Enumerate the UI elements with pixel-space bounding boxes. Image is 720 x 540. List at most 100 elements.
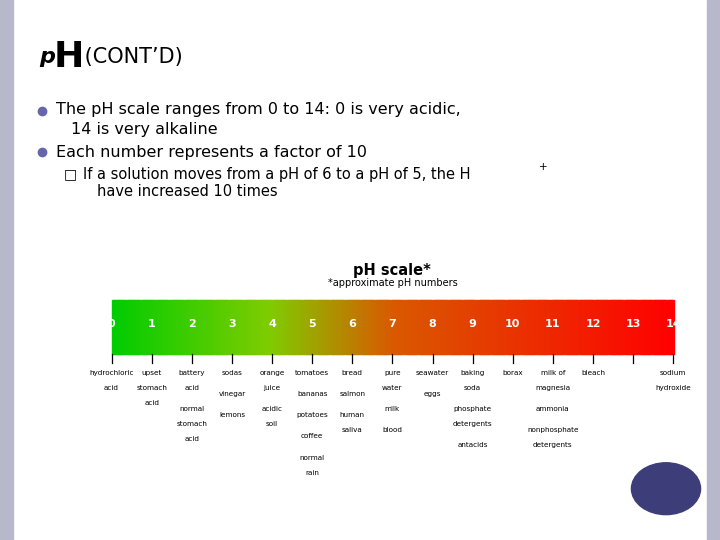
Bar xyxy=(523,300,526,354)
Bar xyxy=(662,300,665,354)
Bar xyxy=(460,300,462,354)
Text: hydroxide: hydroxide xyxy=(655,385,691,391)
Bar xyxy=(536,300,539,354)
Bar xyxy=(707,0,720,540)
Bar xyxy=(639,300,642,354)
Bar xyxy=(408,300,410,354)
Bar xyxy=(617,300,620,354)
Bar xyxy=(359,300,361,354)
Bar xyxy=(278,300,281,354)
Bar xyxy=(643,300,646,354)
Bar xyxy=(153,300,156,354)
Bar xyxy=(252,300,255,354)
Bar xyxy=(329,300,331,354)
Text: lemons: lemons xyxy=(219,412,245,418)
Bar xyxy=(196,300,199,354)
Bar xyxy=(162,300,165,354)
Text: pure: pure xyxy=(384,370,401,376)
Text: battery: battery xyxy=(179,370,205,376)
Bar xyxy=(404,300,406,354)
Bar xyxy=(189,300,191,354)
Bar xyxy=(456,300,459,354)
Text: 7: 7 xyxy=(389,319,396,329)
Bar xyxy=(372,300,374,354)
Bar xyxy=(366,300,369,354)
Bar xyxy=(555,300,558,354)
Bar xyxy=(619,300,621,354)
Text: 4: 4 xyxy=(268,319,276,329)
Bar xyxy=(215,300,217,354)
Text: normal: normal xyxy=(300,455,325,461)
Bar xyxy=(340,300,343,354)
Bar xyxy=(264,300,266,354)
Bar xyxy=(402,300,405,354)
Bar xyxy=(112,300,114,354)
Bar xyxy=(293,300,296,354)
Bar xyxy=(634,300,636,354)
Text: antacids: antacids xyxy=(457,442,488,449)
Bar xyxy=(549,300,552,354)
Text: stomach: stomach xyxy=(176,421,207,427)
Bar xyxy=(395,300,397,354)
Bar xyxy=(467,300,470,354)
Bar xyxy=(449,300,451,354)
Text: 0: 0 xyxy=(108,319,115,329)
Text: acid: acid xyxy=(144,400,159,406)
Bar xyxy=(539,300,541,354)
Bar xyxy=(527,300,530,354)
Bar xyxy=(301,300,303,354)
Bar xyxy=(349,300,352,354)
Bar xyxy=(355,300,358,354)
Bar xyxy=(600,300,603,354)
Bar xyxy=(183,300,185,354)
Bar xyxy=(343,300,346,354)
Bar xyxy=(423,300,425,354)
Bar xyxy=(441,300,444,354)
Bar xyxy=(387,300,390,354)
Bar xyxy=(246,300,249,354)
Bar xyxy=(535,300,537,354)
Bar xyxy=(130,300,133,354)
Bar xyxy=(501,300,503,354)
Bar xyxy=(516,300,518,354)
Text: acidic: acidic xyxy=(261,406,282,412)
Bar xyxy=(199,300,202,354)
Bar xyxy=(443,300,446,354)
Bar xyxy=(121,300,124,354)
Bar xyxy=(336,300,339,354)
Bar xyxy=(557,300,559,354)
Text: baking: baking xyxy=(461,370,485,376)
Text: pH scale*: pH scale* xyxy=(354,262,431,278)
Bar xyxy=(409,300,412,354)
Bar xyxy=(510,300,513,354)
Text: acid: acid xyxy=(184,436,199,442)
Bar xyxy=(520,300,522,354)
Bar xyxy=(580,300,582,354)
Text: 9: 9 xyxy=(469,319,477,329)
Bar xyxy=(276,300,279,354)
Text: 13: 13 xyxy=(626,319,641,329)
Text: 2: 2 xyxy=(188,319,196,329)
Bar xyxy=(610,300,612,354)
Text: juice: juice xyxy=(264,385,281,391)
Text: tomatoes: tomatoes xyxy=(295,370,329,376)
Bar xyxy=(526,300,528,354)
Text: bleach: bleach xyxy=(581,370,605,376)
Bar xyxy=(364,300,367,354)
Bar xyxy=(207,300,210,354)
Bar xyxy=(237,300,240,354)
Bar xyxy=(368,300,371,354)
Bar xyxy=(299,300,302,354)
Bar xyxy=(666,300,668,354)
Bar xyxy=(243,300,246,354)
Text: salmon: salmon xyxy=(339,391,365,397)
Bar xyxy=(312,300,315,354)
Bar xyxy=(424,300,427,354)
Bar xyxy=(654,300,657,354)
Text: detergents: detergents xyxy=(533,442,572,449)
Bar xyxy=(390,300,393,354)
Bar xyxy=(611,300,614,354)
Bar xyxy=(671,300,674,354)
Bar xyxy=(413,300,415,354)
Bar xyxy=(174,300,176,354)
